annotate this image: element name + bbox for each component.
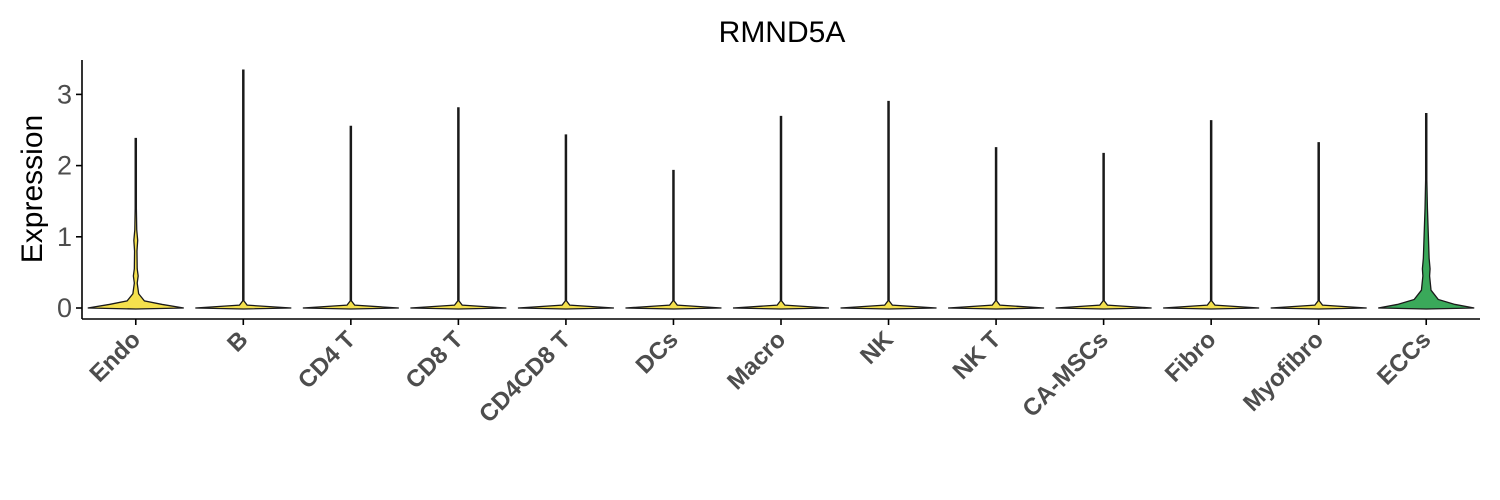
violin-nk [840,100,937,310]
violin-group [87,69,1475,310]
x-tick-label: Endo [85,326,147,388]
x-tick-label: Fibro [1160,326,1222,388]
violin-cd4cd8-t [517,134,614,310]
violin-eccs [1378,112,1475,310]
y-axis-label: Expression [16,115,49,263]
x-tick-label: ECCs [1372,326,1436,390]
y-tick-label: 2 [57,151,72,181]
y-tick-label: 3 [57,79,72,109]
violin-cd4-t [302,125,399,310]
violin-b [195,69,292,310]
x-tick-label: NK T [948,326,1007,385]
chart-title: RMND5A [719,16,846,49]
violin-cd8-t [410,107,507,310]
violin-fibro [1163,120,1260,310]
x-tick-label: CD4 T [293,326,361,394]
violin-myofibro [1270,142,1367,310]
x-tick-label: CD8 T [401,326,469,394]
x-tick-label: CD4CD8 T [474,326,576,428]
y-axis: 0 1 2 3 [57,60,83,323]
x-tick-label: CA-MSCs [1017,326,1113,422]
x-tick-label: Myofibro [1238,326,1329,417]
violin-macro [732,115,830,310]
x-axis: Endo B CD4 T CD8 T CD4CD8 T DCs Macro NK NK T CA-… [82,318,1480,428]
violin-ca-mscs [1055,152,1152,310]
violin-dcs [625,169,722,310]
y-tick-label: 0 [57,293,72,323]
y-tick-label: 1 [57,222,72,252]
x-tick-label: NK [855,326,899,370]
x-tick-label: DCs [631,326,684,379]
violin-endo [87,137,184,310]
violin-nk-t [948,147,1045,310]
x-tick-label: B [222,326,253,357]
x-tick-label: Macro [722,326,791,395]
